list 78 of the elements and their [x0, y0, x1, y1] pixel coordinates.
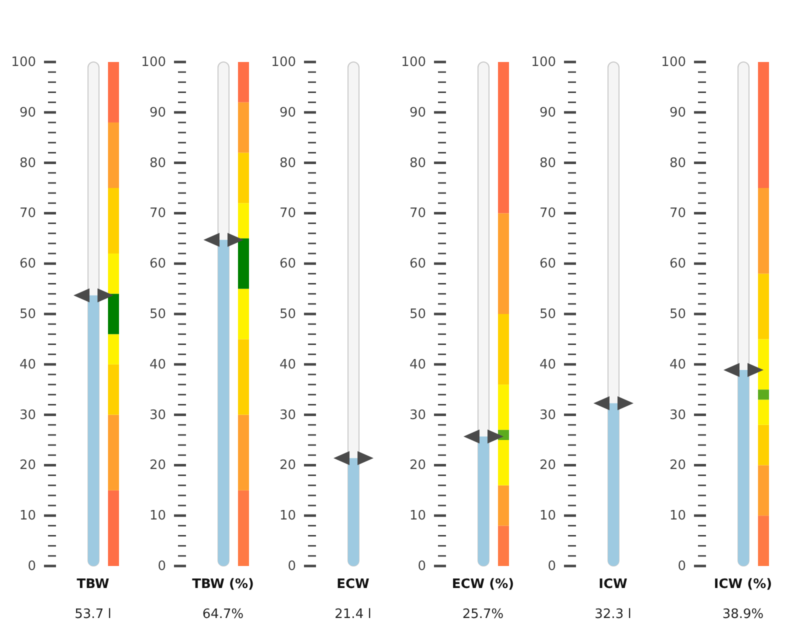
y-tick-label: 40: [149, 357, 166, 372]
y-tick-label: 90: [539, 105, 556, 120]
y-tick-label: 10: [19, 508, 36, 524]
y-tick-label: 100: [271, 55, 296, 70]
y-tick-label: 60: [669, 256, 686, 272]
y-tick-label: 40: [19, 357, 36, 372]
y-tick-label: 50: [19, 307, 36, 322]
y-tick-label: 70: [279, 206, 296, 222]
y-tick-label: 80: [149, 156, 166, 171]
y-tick-label: 20: [669, 458, 686, 474]
y-tick-label: 60: [19, 256, 36, 272]
y-tick-label: 0: [678, 559, 686, 574]
y-tick-label: 70: [19, 206, 36, 222]
y-tick-label: 0: [28, 559, 36, 574]
data-label: 32.3 l: [594, 607, 632, 622]
y-tick-label: 60: [409, 256, 426, 272]
y-tick-label: 20: [149, 458, 166, 474]
data-label: 64.7%: [202, 607, 244, 622]
y-tick-label: 40: [669, 357, 686, 372]
y-tick-label: 30: [279, 408, 296, 423]
y-tick-label: 60: [539, 256, 556, 272]
y-tick-label: 50: [279, 307, 296, 322]
y-tick-label: 20: [539, 458, 556, 474]
x-tick-label: ECW: [336, 577, 370, 592]
y-tick-label: 0: [418, 559, 426, 574]
y-tick-label: 40: [539, 357, 556, 372]
y-tick-label: 70: [539, 206, 556, 222]
y-tick-label: 0: [158, 559, 166, 574]
y-tick-label: 90: [279, 105, 296, 120]
data-label: 38.9%: [722, 607, 764, 622]
y-tick-label: 80: [409, 156, 426, 171]
y-tick-label: 90: [19, 105, 36, 120]
y-tick-label: 70: [409, 206, 426, 222]
y-tick-label: 20: [409, 458, 426, 474]
x-tick-label: TBW (%): [192, 577, 254, 592]
y-tick-label: 60: [279, 256, 296, 272]
data-label: 53.7 l: [74, 607, 112, 622]
x-tick-label: ECW (%): [452, 577, 514, 592]
y-tick-label: 10: [279, 508, 296, 524]
y-tick-label: 10: [409, 508, 426, 524]
y-tick-label: 100: [531, 55, 556, 70]
y-tick-label: 20: [279, 458, 296, 474]
x-tick-label: ICW (%): [714, 577, 772, 592]
data-label: 21.4 l: [334, 607, 372, 622]
y-tick-label: 30: [539, 408, 556, 423]
y-tick-label: 50: [669, 307, 686, 322]
y-tick-label: 80: [19, 156, 36, 171]
y-tick-label: 90: [149, 105, 166, 120]
y-tick-label: 60: [149, 256, 166, 272]
y-tick-label: 80: [539, 156, 556, 171]
y-tick-label: 90: [669, 105, 686, 120]
y-tick-label: 10: [149, 508, 166, 524]
y-tick-label: 100: [141, 55, 166, 70]
y-tick-label: 90: [409, 105, 426, 120]
y-tick-label: 20: [19, 458, 36, 474]
y-tick-label: 30: [149, 408, 166, 423]
y-tick-label: 40: [279, 357, 296, 372]
x-tick-label: ICW: [598, 577, 628, 592]
y-tick-label: 50: [149, 307, 166, 322]
y-tick-label: 0: [548, 559, 556, 574]
y-tick-label: 10: [669, 508, 686, 524]
x-tick-label: TBW: [76, 577, 110, 592]
y-tick-label: 30: [19, 408, 36, 423]
y-tick-label: 80: [669, 156, 686, 171]
y-tick-label: 40: [409, 357, 426, 372]
y-tick-label: 100: [11, 55, 36, 70]
y-tick-label: 100: [401, 55, 426, 70]
y-tick-label: 50: [409, 307, 426, 322]
data-label: 25.7%: [462, 607, 504, 622]
y-tick-label: 100: [661, 55, 686, 70]
y-tick-label: 50: [539, 307, 556, 322]
y-tick-label: 30: [669, 408, 686, 423]
y-tick-label: 70: [149, 206, 166, 222]
y-tick-label: 70: [669, 206, 686, 222]
y-tick-label: 80: [279, 156, 296, 171]
y-tick-label: 30: [409, 408, 426, 423]
y-tick-label: 0: [288, 559, 296, 574]
y-tick-label: 10: [539, 508, 556, 524]
